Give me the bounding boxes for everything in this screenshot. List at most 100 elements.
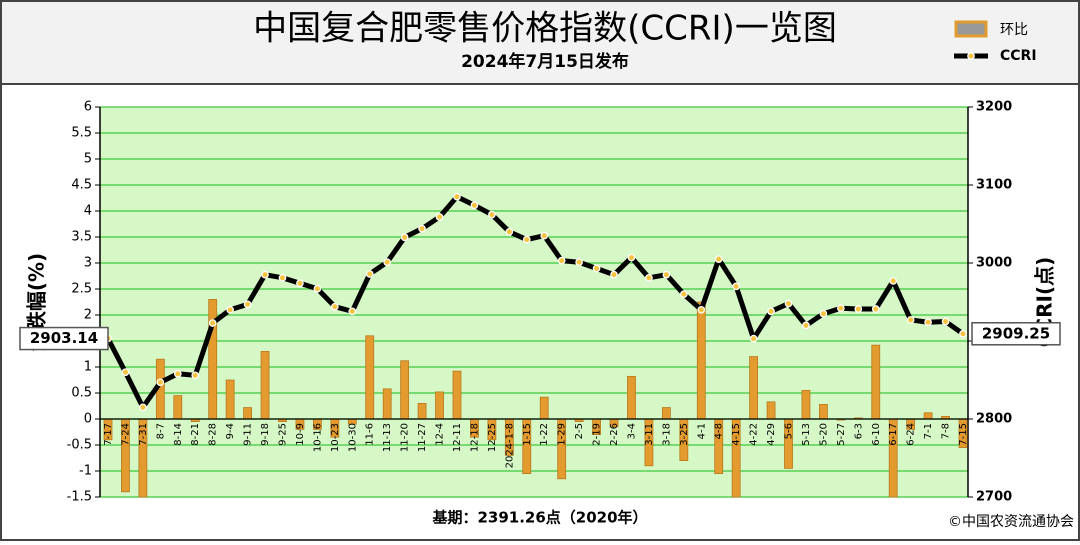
x-tick-label: 10-23 (330, 423, 341, 452)
ccri-point (714, 255, 723, 263)
x-tick-label: 1-29 (557, 423, 568, 446)
ccri-point (208, 319, 217, 327)
ccri-point (365, 270, 374, 278)
bar (365, 335, 375, 420)
ccri-point (470, 201, 479, 210)
ccri-point (557, 256, 566, 265)
y2-tick-label: 2700 (976, 490, 1012, 505)
bar (627, 375, 636, 420)
y-tick-label: 0.5 (71, 386, 92, 401)
x-tick-label: 3-18 (661, 423, 672, 446)
x-tick-label: 11-20 (400, 423, 411, 452)
ccri-point (592, 264, 601, 273)
chart-title: 中国复合肥零售价格指数(CCRI)一览图 (253, 9, 837, 49)
x-tick-label: 9-4 (225, 423, 236, 439)
bar (452, 370, 462, 420)
x-tick-label: 9-18 (260, 423, 271, 446)
x-tick-label: 4-22 (749, 423, 760, 446)
legend-bar-swatch (954, 20, 988, 38)
x-tick-label: 7-1 (923, 423, 934, 439)
ccri-point (837, 304, 845, 313)
ccri-point (505, 227, 514, 236)
x-tick-label: 7-15 (958, 423, 969, 446)
ccri-point (453, 192, 461, 201)
ccri-point (278, 273, 287, 282)
ccri-point (191, 371, 200, 380)
x-tick-label: 8-21 (190, 423, 201, 446)
x-tick-label: 4-8 (714, 423, 725, 439)
bar (661, 407, 671, 420)
y-tick-label: 3.5 (71, 230, 92, 245)
ccri-point (627, 253, 636, 262)
y-tick-label: 0 (84, 412, 92, 427)
ccri-point (610, 270, 618, 279)
y-tick-label: -1.5 (67, 490, 92, 505)
x-tick-label: 2-5 (574, 423, 585, 439)
x-tick-label: 10-16 (312, 423, 323, 452)
value-label: 2903.14 (30, 329, 98, 347)
x-tick-label: 5-27 (836, 423, 847, 446)
x-tick-label: 2024-1-8 (504, 423, 515, 468)
x-tick-label: 7-17 (103, 423, 114, 446)
ccri-point (854, 305, 863, 313)
x-tick-label: 7-8 (941, 423, 952, 439)
ccri-point (400, 233, 409, 242)
ccri-point (540, 231, 549, 240)
bar (801, 389, 811, 420)
ccri-point (871, 305, 880, 313)
ccri-point (749, 334, 758, 343)
x-tick-label: 6-3 (853, 423, 864, 439)
x-tick-label: 4-29 (766, 423, 777, 446)
value-label-box (971, 322, 1061, 346)
ccri-point (488, 210, 496, 219)
x-tick-label: 11-13 (382, 423, 393, 452)
footnote: 基期：2391.26点（2020年） (431, 509, 647, 527)
x-tick-label: 3-4 (626, 423, 637, 439)
y-tick-label: 3 (84, 256, 92, 271)
value-label-box (19, 326, 109, 351)
ccri-point (226, 305, 234, 314)
header (2, 2, 1078, 84)
ccri-point (889, 277, 898, 285)
ccri-point (121, 368, 130, 377)
ccri-point (784, 299, 793, 308)
x-tick-label: 8-14 (173, 423, 184, 446)
ccri-point (924, 318, 932, 327)
ccri-point (645, 273, 653, 282)
x-tick-label: 6-24 (906, 423, 917, 446)
value-label: 2909.25 (982, 324, 1050, 342)
ccri-point (819, 309, 828, 318)
bar (766, 401, 776, 420)
y-tick-label: -0.5 (67, 438, 92, 453)
bar (435, 391, 444, 420)
x-tick-label: 10-9 (295, 423, 306, 446)
ccri-point (767, 307, 775, 316)
x-tick-label: 11-6 (365, 423, 376, 446)
ccri-point (418, 224, 426, 233)
chart-subtitle: 2024年7月15日发布 (461, 51, 629, 72)
legend-label: 环比 (1000, 22, 1028, 38)
ccri-point (941, 317, 950, 326)
x-tick-label: 4-15 (731, 423, 742, 446)
x-tick-label: 6-10 (871, 423, 882, 446)
source: ©中国农资流通协会 (948, 514, 1074, 530)
x-tick-label: 3-11 (644, 423, 655, 446)
x-tick-label: 11-27 (417, 423, 428, 452)
y-tick-label: 4.5 (71, 178, 92, 193)
x-tick-label: 3-25 (679, 423, 690, 446)
bar (696, 301, 706, 420)
y-tick-label: 2 (84, 308, 92, 323)
y2-tick-label: 3100 (976, 178, 1012, 193)
ccri-point (906, 316, 915, 324)
y2-tick-label: 3000 (976, 256, 1012, 271)
x-tick-label: 2-19 (592, 423, 603, 446)
ccri-point (313, 284, 322, 293)
ccri-point (261, 270, 269, 279)
y-tick-label: 2.5 (71, 282, 92, 297)
ccri-point (959, 329, 967, 338)
bar (208, 298, 218, 420)
ccri-point (173, 369, 182, 378)
x-tick-label: 8-7 (155, 423, 166, 439)
bar (539, 396, 549, 420)
